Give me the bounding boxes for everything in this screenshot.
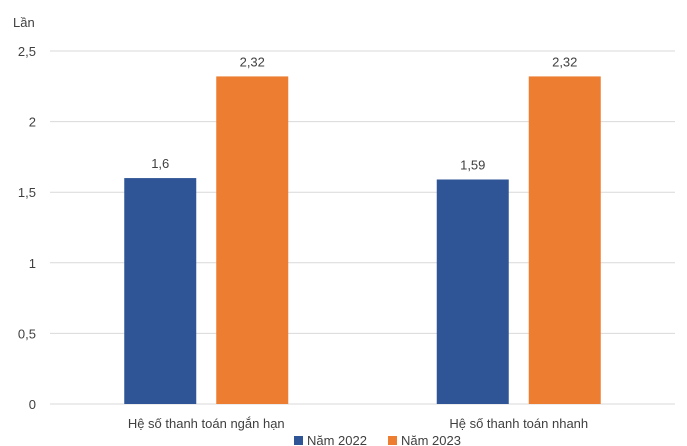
bar — [216, 76, 289, 404]
legend-label: Năm 2022 — [307, 433, 367, 446]
y-axis-ticks: 0 0,5 1 1,5 2 2,5 — [18, 44, 36, 412]
legend-swatch — [388, 436, 397, 445]
y-tick-label: 0 — [29, 397, 36, 412]
bar — [436, 179, 509, 404]
legend: Năm 2022 Năm 2023 — [294, 433, 461, 446]
data-label: 2,32 — [552, 54, 577, 69]
legend-label: Năm 2023 — [401, 433, 461, 446]
category-label: Hệ số thanh toán nhanh — [449, 416, 588, 431]
data-label: 2,32 — [240, 54, 265, 69]
data-label: 1,59 — [460, 157, 485, 172]
category-label: Hệ số thanh toán ngắn hạn — [128, 416, 285, 431]
data-labels: 1,6 2,32 1,59 2,32 — [151, 54, 577, 172]
y-tick-label: 0,5 — [18, 326, 36, 341]
y-tick-label: 1,5 — [18, 185, 36, 200]
bars — [124, 76, 601, 404]
legend-swatch — [294, 436, 303, 445]
x-axis-categories: Hệ số thanh toán ngắn hạn Hệ số thanh toá… — [128, 416, 588, 431]
y-tick-label: 2,5 — [18, 44, 36, 59]
bar — [528, 76, 601, 404]
data-label: 1,6 — [151, 156, 169, 171]
y-tick-label: 1 — [29, 256, 36, 271]
y-tick-label: 2 — [29, 115, 36, 130]
y-axis-label: Lần — [13, 15, 35, 30]
bar — [124, 178, 197, 404]
